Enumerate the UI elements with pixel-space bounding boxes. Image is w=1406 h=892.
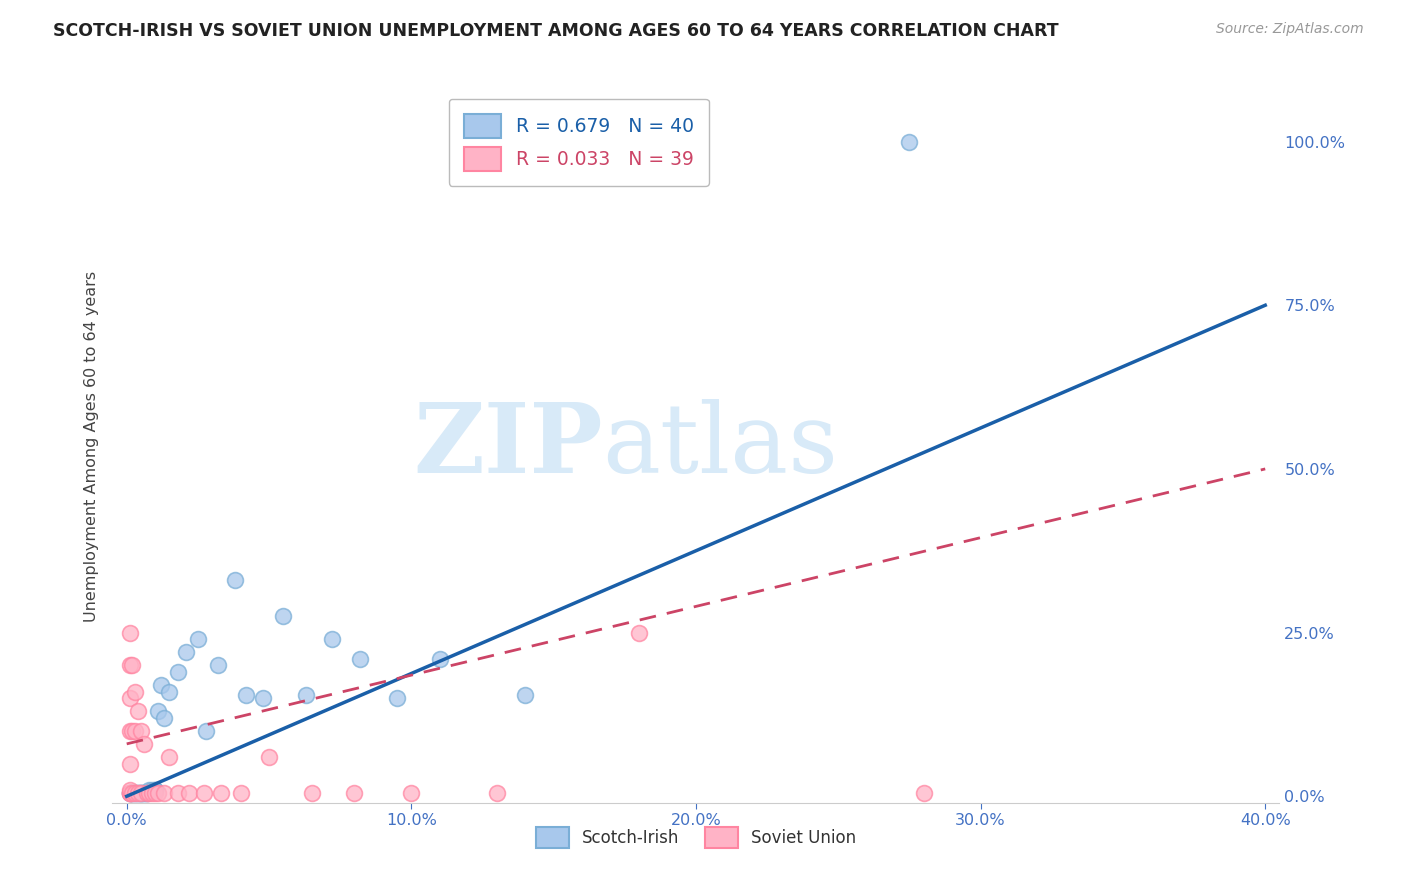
Point [235, 688, 257, 702]
Point [628, 135, 651, 149]
Point [143, 782, 166, 797]
Point [176, 645, 198, 659]
Point [138, 786, 160, 800]
Point [132, 786, 155, 800]
Point [349, 652, 371, 666]
Point [143, 782, 166, 797]
Text: ZIP: ZIP [413, 399, 603, 493]
Point [132, 786, 155, 800]
Point [127, 704, 149, 718]
Point [146, 704, 169, 718]
Point [118, 723, 141, 738]
Point [118, 786, 141, 800]
Point [129, 723, 152, 738]
Point [135, 786, 157, 800]
Point [124, 786, 146, 800]
Point [121, 786, 143, 800]
Point [401, 786, 423, 800]
Point [271, 609, 294, 624]
Point [121, 723, 143, 738]
Point [127, 786, 149, 800]
Legend: Scotch-Irish, Soviet Union: Scotch-Irish, Soviet Union [529, 821, 863, 855]
Point [252, 691, 274, 706]
Point [195, 723, 218, 738]
Point [301, 786, 323, 800]
Point [118, 658, 141, 673]
Point [193, 786, 215, 800]
Point [149, 678, 172, 692]
Text: SCOTCH-IRISH VS SOVIET UNION UNEMPLOYMENT AMONG AGES 60 TO 64 YEARS CORRELATION : SCOTCH-IRISH VS SOVIET UNION UNEMPLOYMEN… [53, 22, 1059, 40]
Point [132, 737, 155, 751]
Point [146, 786, 169, 800]
Point [141, 782, 163, 797]
Point [152, 711, 174, 725]
Point [179, 786, 201, 800]
Point [257, 750, 280, 764]
Point [898, 135, 921, 149]
Point [121, 786, 143, 800]
Point [124, 684, 146, 698]
Point [135, 786, 157, 800]
Point [207, 658, 229, 673]
Point [135, 786, 157, 800]
Text: atlas: atlas [603, 399, 838, 493]
Point [118, 786, 141, 800]
Point [124, 786, 146, 800]
Point [129, 786, 152, 800]
Point [485, 786, 508, 800]
Point [429, 652, 451, 666]
Point [127, 786, 149, 800]
Point [167, 786, 190, 800]
Point [127, 786, 149, 800]
Point [187, 632, 209, 647]
Point [141, 786, 163, 800]
Point [515, 688, 537, 702]
Point [229, 786, 252, 800]
Y-axis label: Unemployment Among Ages 60 to 64 years: Unemployment Among Ages 60 to 64 years [83, 270, 98, 622]
Point [129, 786, 152, 800]
Point [912, 786, 935, 800]
Point [167, 665, 190, 679]
Point [138, 782, 160, 797]
Text: Source: ZipAtlas.com: Source: ZipAtlas.com [1216, 22, 1364, 37]
Point [343, 786, 366, 800]
Point [118, 786, 141, 800]
Point [295, 688, 318, 702]
Point [118, 625, 141, 640]
Point [118, 786, 141, 800]
Point [628, 625, 651, 640]
Point [209, 786, 232, 800]
Point [385, 691, 408, 706]
Point [118, 786, 141, 800]
Point [129, 786, 152, 800]
Point [152, 786, 174, 800]
Point [157, 750, 180, 764]
Point [129, 786, 152, 800]
Point [143, 786, 166, 800]
Point [118, 756, 141, 771]
Point [118, 782, 141, 797]
Point [321, 632, 343, 647]
Point [121, 786, 143, 800]
Point [224, 573, 246, 587]
Point [124, 723, 146, 738]
Point [118, 691, 141, 706]
Point [121, 658, 143, 673]
Point [157, 684, 180, 698]
Point [124, 786, 146, 800]
